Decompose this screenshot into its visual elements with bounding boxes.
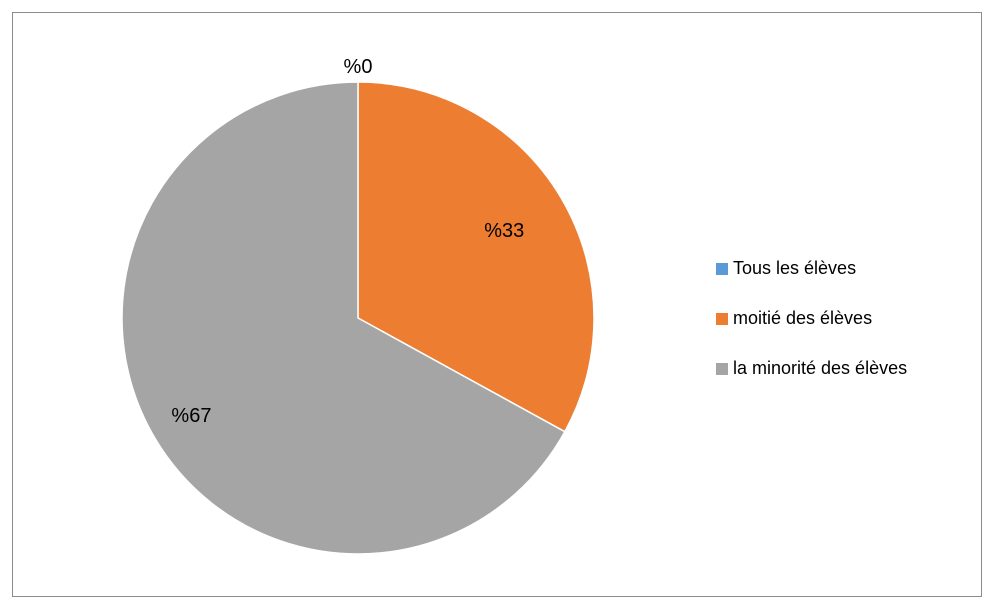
data-label-la-minorite-des-eleves: %67 — [171, 405, 211, 427]
legend-item-tous-les-eleves: Tous les élèves — [716, 255, 986, 282]
data-label-tous-les-eleves: %0 — [344, 56, 373, 78]
legend-label-tous-les-eleves: Tous les élèves — [733, 258, 857, 278]
legend-swatch-la-minorite-des-eleves — [716, 362, 728, 375]
legend-label-la-minorite-des-eleves: la minorité des élèves — [733, 358, 908, 378]
legend-item-la-minorite-des-eleves: la minorité des élèves — [716, 355, 986, 382]
legend-label-moitie-des-eleves: moitié des élèves — [733, 308, 873, 328]
pie-slice-la-minorite-des-eleves — [121, 81, 566, 555]
legend-swatch-tous-les-eleves — [716, 262, 728, 275]
chart-legend: Tous les élèves moitié des élèves la min… — [716, 255, 986, 405]
pie-slice-moitie-des-eleves — [357, 81, 595, 433]
legend-swatch-moitie-des-eleves — [716, 312, 728, 325]
data-label-moitie-des-eleves: %33 — [484, 220, 524, 242]
pie-data-labels: %0 %33 %67 — [171, 56, 524, 427]
pie-slices — [121, 81, 595, 555]
legend-item-moitie-des-eleves: moitié des élèves — [716, 305, 986, 332]
